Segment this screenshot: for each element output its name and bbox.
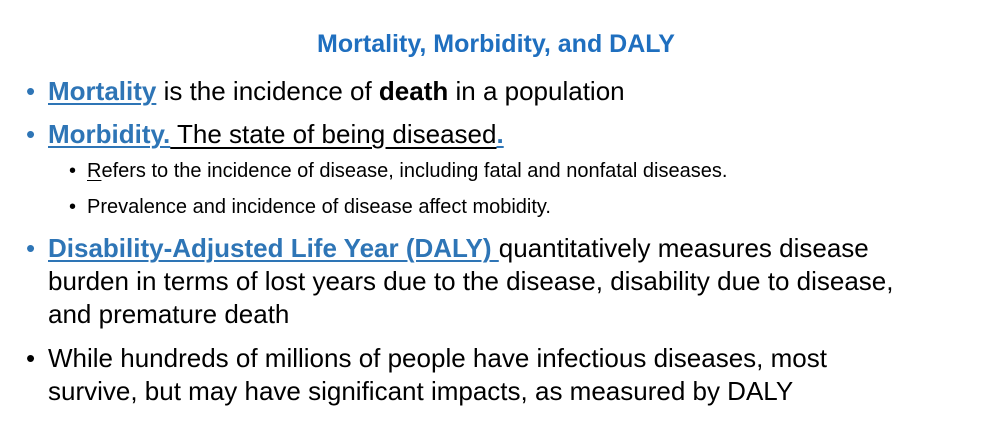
morbidity-trailing-period: . (496, 119, 504, 149)
bullet-dot: • (26, 119, 36, 149)
term-daly: Disability-Adjusted Life Year (DALY) (48, 233, 499, 263)
mortality-text-a: is the incidence of (156, 76, 379, 106)
bullet-item-morbidity: • Morbidity. The state of being diseased… (26, 118, 968, 151)
sub-item-first-letter: R (87, 160, 102, 182)
infectious-line-1: While hundreds of millions of people hav… (48, 343, 827, 373)
bullet-item-infectious: • While hundreds of millions of people h… (26, 342, 968, 408)
daly-line-1: Disability-Adjusted Life Year (DALY) qua… (48, 232, 968, 265)
daly-text-1: quantitatively measures disease (498, 233, 869, 263)
mortality-bold-death: death (378, 76, 449, 106)
morbidity-definition: The state of being diseased (170, 119, 497, 149)
bullet-item-mortality: • Mortality is the incidence of death in… (26, 75, 968, 108)
term-morbidity: Morbidity. (48, 119, 171, 149)
sub-item-prevalence: • Prevalence and incidence of disease af… (69, 194, 967, 220)
infectious-line-2: survive, but may have significant impact… (48, 376, 794, 406)
sub-item-text: efers to the incidence of disease, inclu… (101, 160, 728, 182)
sub-item-refers: • Refers to the incidence of disease, in… (69, 158, 967, 184)
mortality-text-b: in a population (448, 76, 625, 106)
daly-line-3: and premature death (48, 299, 290, 329)
daly-line-2: burden in terms of lost years due to the… (48, 266, 894, 296)
bullet-dot: • (26, 343, 36, 373)
sub-item-text: Prevalence and incidence of disease affe… (87, 196, 551, 218)
sub-bullet-dot: • (69, 160, 77, 182)
bullet-dot: • (26, 233, 36, 263)
bullet-item-daly: • Disability-Adjusted Life Year (DALY) q… (26, 232, 968, 331)
slide-title: Mortality, Morbidity, and DALY (317, 30, 675, 58)
bullet-dot: • (26, 76, 36, 106)
sub-bullet-dot: • (69, 196, 77, 218)
term-mortality: Mortality (48, 76, 157, 106)
